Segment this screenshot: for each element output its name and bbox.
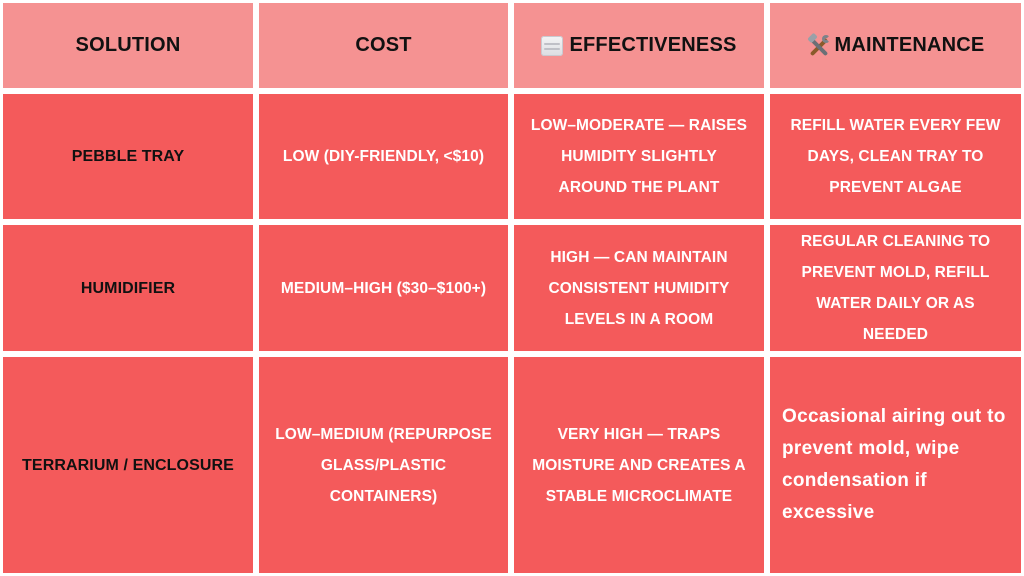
header-cost: Cost [256,0,511,91]
row-effectiveness-terrarium: Very High — Traps moisture and creates a… [511,354,767,576]
effectiveness-text: Low–Moderate — Raises humidity slightly … [530,117,748,196]
header-effectiveness-label: Effectiveness [569,34,737,56]
solution-label: Terrarium / Enclosure [22,456,234,474]
header-effectiveness: Effectiveness [511,0,767,91]
row-solution-pebble-tray: Pebble Tray [0,91,256,222]
row-solution-humidifier: Humidifier [0,222,256,354]
row-cost-humidifier: Medium–High ($30–$100+) [256,222,511,354]
row-maintenance-humidifier: Regular cleaning to prevent mold, refill… [767,222,1024,354]
header-solution-label: Solution [75,34,181,56]
row-cost-terrarium: Low–Medium (repurpose glass/plastic cont… [256,354,511,576]
cost-text: Low (DIY-friendly, <$10) [282,148,485,165]
row-maintenance-pebble-tray: Refill water every few days, clean tray … [767,91,1024,222]
fog-icon [541,35,564,56]
row-maintenance-terrarium: Occasional airing out to prevent mold, w… [767,354,1024,576]
cost-text: Medium–High ($30–$100+) [280,279,487,297]
row-effectiveness-pebble-tray: Low–Moderate — Raises humidity slightly … [511,91,767,222]
effectiveness-text: High — Can maintain consistent humidity … [548,248,730,328]
row-solution-terrarium: Terrarium / Enclosure [0,354,256,576]
header-maintenance: Maintenance [767,0,1024,91]
solution-label: Humidifier [80,279,176,297]
solution-label: Pebble Tray [71,148,185,165]
header-solution: Solution [0,0,256,91]
row-effectiveness-humidifier: High — Can maintain consistent humidity … [511,222,767,354]
cost-text: Low–Medium (repurpose glass/plastic cont… [275,425,492,505]
maintenance-text: Regular cleaning to prevent mold, refill… [800,233,991,343]
maintenance-text: Refill water every few days, clean tray … [790,117,1001,196]
effectiveness-text: Very High — Traps moisture and creates a… [532,425,746,505]
hammer-and-wrench-icon [806,32,831,58]
header-cost-label: Cost [355,34,412,56]
header-maintenance-label: Maintenance [834,34,985,56]
maintenance-text: Occasional airing out to prevent mold, w… [782,406,1006,523]
row-cost-pebble-tray: Low (DIY-friendly, <$10) [256,91,511,222]
